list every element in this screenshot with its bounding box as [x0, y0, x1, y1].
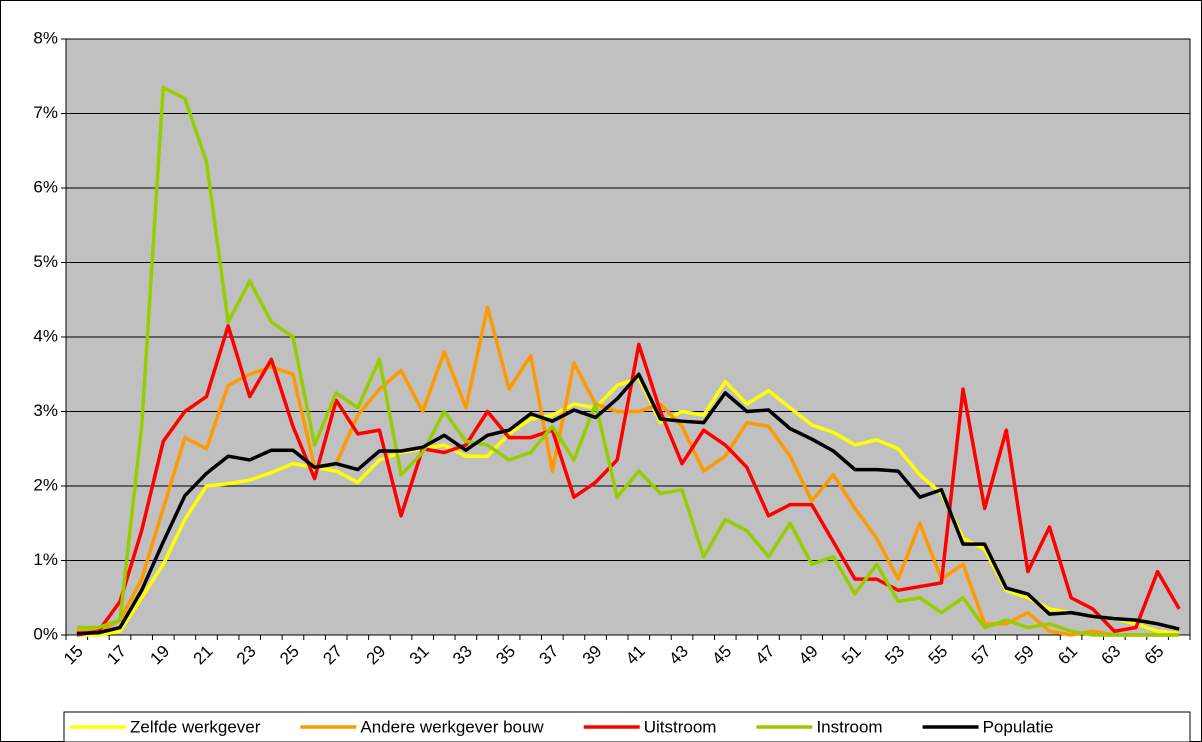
legend-label: Instroom	[816, 717, 882, 736]
series-line	[76, 324, 1181, 637]
legend: Zelfde werkgever Andere werkgever bouw Uit…	[63, 711, 1191, 742]
series-line	[76, 85, 1180, 637]
y-tick-label: 4%	[33, 326, 58, 345]
y-tick-label: 5%	[33, 252, 58, 271]
y-tick-label: 6%	[33, 177, 58, 196]
legend-label: Andere werkgever bouw	[360, 717, 544, 736]
y-tick-label: 8%	[33, 28, 58, 47]
y-tick-label: 1%	[33, 550, 58, 569]
y-tick-label: 7%	[33, 103, 58, 122]
legend-label: Zelfde werkgever	[130, 717, 261, 736]
y-tick-label: 0%	[33, 624, 58, 643]
series-line	[76, 372, 1180, 636]
y-tick-label: 2%	[33, 475, 58, 494]
legend-label: Populatie	[983, 717, 1054, 736]
legend-label: Uitstroom	[644, 717, 717, 736]
y-tick-label: 3%	[33, 401, 58, 420]
